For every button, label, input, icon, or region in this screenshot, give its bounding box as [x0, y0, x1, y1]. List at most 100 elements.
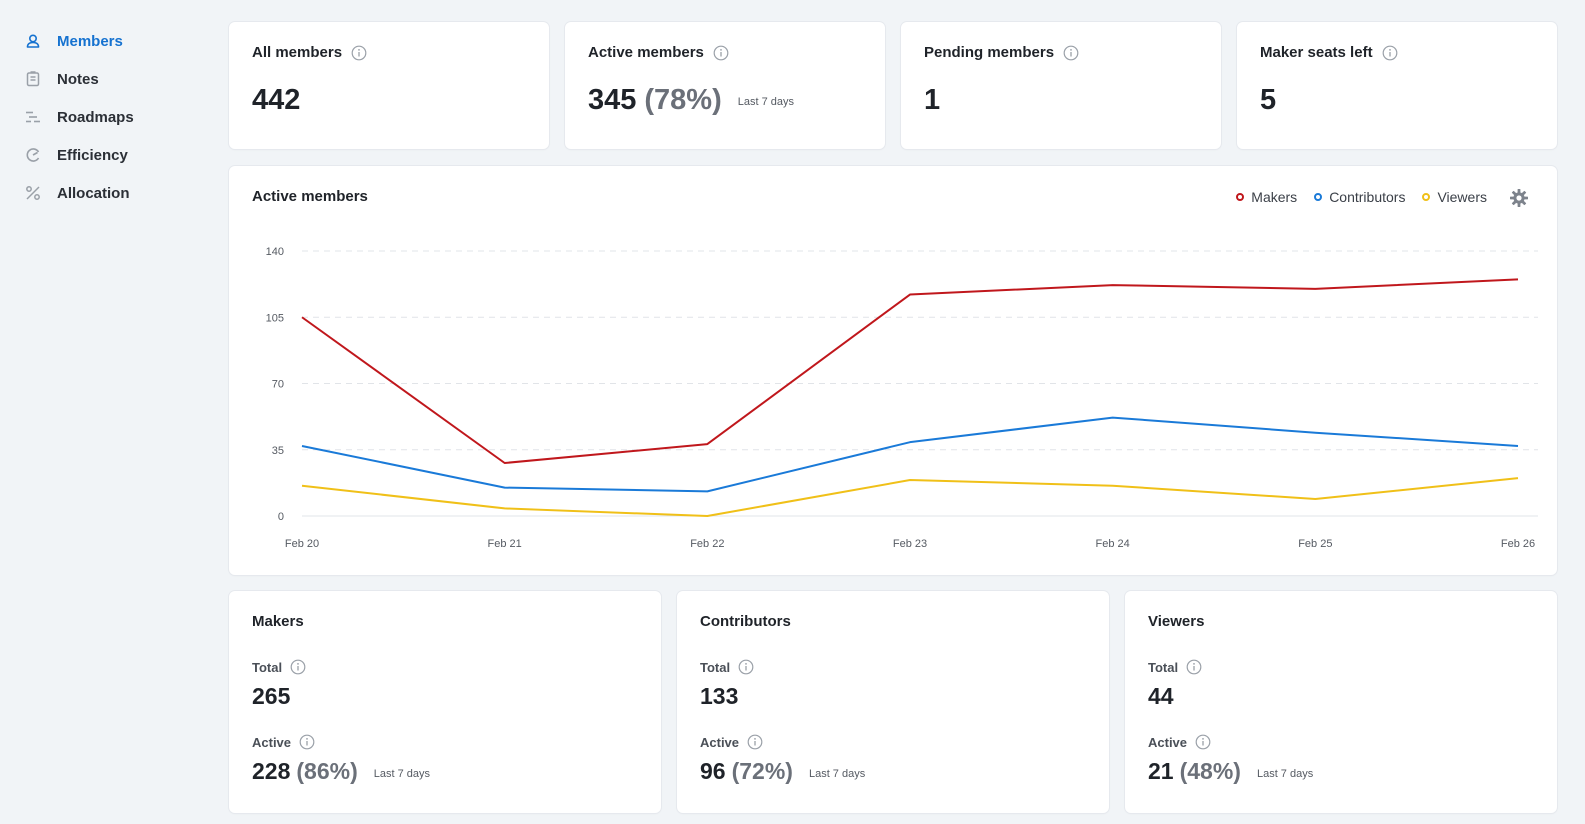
- stat-title-text: All members: [252, 44, 343, 61]
- active-value: 21 (48%) Last 7 days: [1148, 758, 1313, 785]
- legend-item-viewers[interactable]: Viewers: [1422, 189, 1487, 205]
- info-icon[interactable]: [747, 734, 763, 750]
- info-icon[interactable]: [351, 45, 367, 61]
- active-label: Active: [1148, 734, 1211, 750]
- active-number: 228: [252, 758, 291, 784]
- legend-marker-contributors: [1314, 193, 1323, 201]
- info-icon[interactable]: [1186, 659, 1202, 675]
- info-icon[interactable]: [738, 659, 754, 675]
- stat-title: Pending members: [924, 44, 1079, 61]
- y-tick-label: 0: [278, 511, 284, 523]
- active-value: 228 (86%) Last 7 days: [252, 758, 430, 785]
- stat-percentage: (78%): [644, 84, 722, 116]
- stat-title: Active members: [588, 44, 729, 61]
- legend-label: Makers: [1251, 189, 1298, 205]
- total-label-text: Total: [700, 659, 731, 675]
- sidebar-item-allocation[interactable]: Allocation: [0, 174, 210, 212]
- legend-marker-viewers: [1422, 193, 1431, 201]
- x-tick-label: Feb 21: [488, 538, 522, 550]
- stat-title-text: Active members: [588, 44, 704, 61]
- legend-label: Contributors: [1329, 189, 1406, 205]
- chart-settings-gear-icon[interactable]: [1509, 188, 1529, 208]
- total-label: Total: [252, 659, 306, 675]
- y-tick-label: 140: [266, 246, 284, 258]
- stat-number: 1: [924, 84, 941, 116]
- info-icon[interactable]: [290, 659, 306, 675]
- active-label-text: Active: [700, 734, 740, 750]
- sidebar-item-label: Efficiency: [57, 146, 128, 164]
- sidebar-item-efficiency[interactable]: Efficiency: [0, 136, 210, 174]
- stat-period-note: Last 7 days: [737, 96, 795, 108]
- legend-marker-makers: [1236, 193, 1245, 201]
- x-tick-label: Feb 23: [893, 538, 927, 550]
- efficiency-icon: [24, 146, 42, 164]
- viewers-breakdown-card: Viewers Total 44 Active 21 (48%) Last 7 …: [1125, 591, 1557, 813]
- y-tick-label: 105: [266, 312, 284, 324]
- sidebar-item-label: Members: [57, 32, 123, 50]
- sidebar: Members Notes Roadmaps Efficiency Alloca…: [0, 0, 210, 824]
- chart-legend: Makers Contributors Viewers: [1219, 189, 1487, 205]
- active-label: Active: [252, 734, 315, 750]
- members-icon: [24, 32, 42, 50]
- active-label: Active: [700, 734, 763, 750]
- active-label-text: Active: [1148, 734, 1188, 750]
- total-label-text: Total: [1148, 659, 1179, 675]
- stat-value: 345 (78%) Last 7 days: [588, 84, 794, 117]
- y-tick-label: 35: [272, 445, 284, 457]
- total-label-text: Total: [252, 659, 283, 675]
- allocation-icon: [24, 184, 42, 202]
- notes-icon: [24, 70, 42, 88]
- x-tick-label: Feb 20: [285, 538, 319, 550]
- chart-title: Active members: [252, 188, 368, 205]
- stat-title-text: Pending members: [924, 44, 1055, 61]
- info-icon[interactable]: [1195, 734, 1211, 750]
- sidebar-item-label: Roadmaps: [57, 108, 134, 126]
- active-members-chart-card: Active members Makers Contributors Viewe…: [229, 166, 1557, 575]
- makers-breakdown-card: Makers Total 265 Active 228 (86%) Last 7…: [229, 591, 661, 813]
- stat-value: 442: [252, 84, 300, 117]
- x-tick-label: Feb 25: [1298, 538, 1332, 550]
- x-tick-label: Feb 24: [1096, 538, 1130, 550]
- sidebar-item-label: Notes: [57, 70, 99, 88]
- total-value: 44: [1148, 683, 1174, 709]
- stat-card-maker-seats-left: Maker seats left 5: [1237, 22, 1557, 149]
- active-number: 96: [700, 758, 726, 784]
- info-icon[interactable]: [1382, 45, 1398, 61]
- legend-item-contributors[interactable]: Contributors: [1314, 189, 1405, 205]
- total-value: 133: [700, 683, 739, 709]
- total-label: Total: [700, 659, 754, 675]
- stat-title: Maker seats left: [1260, 44, 1398, 61]
- breakdown-title: Contributors: [700, 613, 791, 630]
- stat-value: 1: [924, 84, 940, 117]
- active-percentage: (48%): [1179, 758, 1241, 784]
- stat-number: 442: [252, 84, 301, 116]
- x-tick-label: Feb 26: [1501, 538, 1535, 550]
- sidebar-item-roadmaps[interactable]: Roadmaps: [0, 98, 210, 136]
- stat-number: 5: [1260, 84, 1277, 116]
- total-label: Total: [1148, 659, 1202, 675]
- period-note: Last 7 days: [808, 768, 866, 780]
- legend-item-makers[interactable]: Makers: [1236, 189, 1297, 205]
- stat-number: 345: [588, 84, 637, 116]
- sidebar-item-notes[interactable]: Notes: [0, 60, 210, 98]
- total-value: 265: [252, 683, 291, 709]
- breakdown-title: Viewers: [1148, 613, 1205, 630]
- y-tick-label: 70: [272, 379, 284, 391]
- breakdown-title: Makers: [252, 613, 304, 630]
- x-tick-label: Feb 22: [690, 538, 724, 550]
- stat-card-all-members: All members 442: [229, 22, 549, 149]
- info-icon[interactable]: [1063, 45, 1079, 61]
- stat-card-pending-members: Pending members 1: [901, 22, 1221, 149]
- info-icon[interactable]: [299, 734, 315, 750]
- info-icon[interactable]: [713, 45, 729, 61]
- stat-value: 5: [1260, 84, 1276, 117]
- period-note: Last 7 days: [373, 768, 430, 780]
- series-line-contributors: [301, 416, 1519, 493]
- stat-title: All members: [252, 44, 367, 61]
- period-note: Last 7 days: [1256, 768, 1314, 780]
- active-value: 96 (72%) Last 7 days: [700, 758, 865, 785]
- active-percentage: (72%): [731, 758, 793, 784]
- sidebar-item-members[interactable]: Members: [0, 22, 210, 60]
- active-number: 21: [1148, 758, 1174, 784]
- series-line-makers: [301, 278, 1519, 464]
